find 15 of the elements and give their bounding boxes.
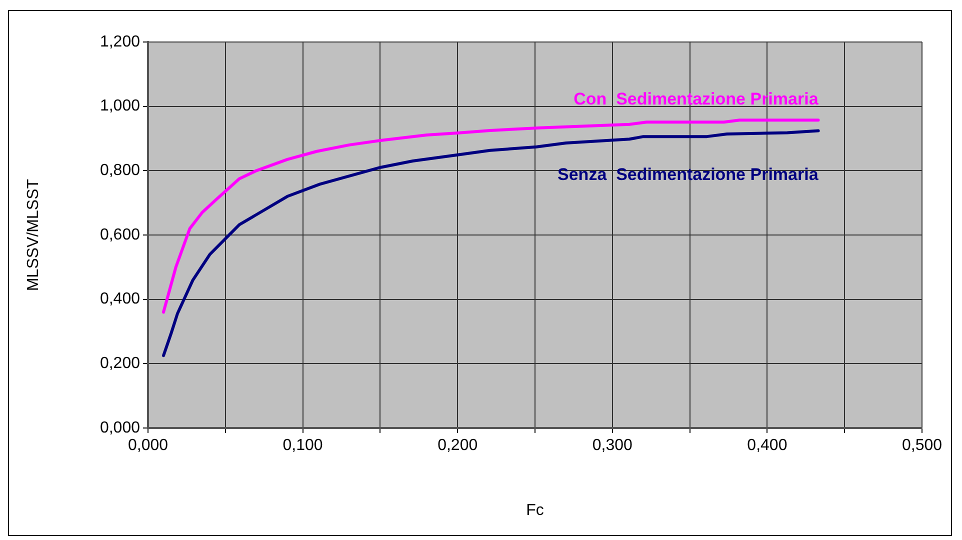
y-tick-label: 0,800 [100,162,140,180]
x-tick-label: 0,200 [438,437,478,454]
x-tick-label: 0,100 [282,437,323,454]
y-tick-label: 0,200 [100,355,140,372]
x-tick-label: 0,500 [902,437,942,454]
y-tick-label: 0,600 [100,226,140,244]
y-tick-label: 0,400 [100,290,140,308]
y-tick-label: 1,000 [100,98,140,115]
x-tick-label: 0,300 [592,437,633,454]
x-tick-label: 0,400 [747,437,788,454]
x-axis-title: Fc [526,502,544,519]
y-tick-label: 0,000 [100,419,140,436]
x-tick-label: 0,000 [128,437,168,454]
y-axis-title: MLSSV/MLSST [25,178,42,292]
y-tick-label: 1,200 [100,33,140,50]
